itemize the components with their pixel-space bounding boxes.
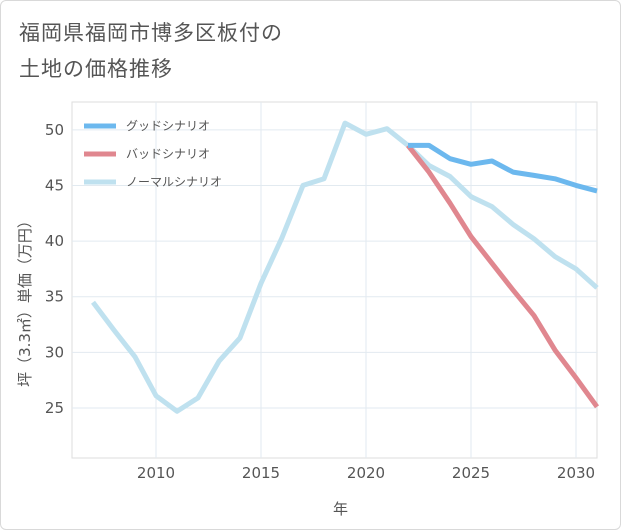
y-axis-label: 坪（3.3㎡）単価（万円） bbox=[16, 213, 34, 387]
y-tick-label: 45 bbox=[45, 176, 64, 194]
x-tick-label: 2030 bbox=[557, 464, 595, 482]
y-tick-label: 35 bbox=[45, 288, 64, 306]
series-line bbox=[91, 120, 599, 414]
x-tick-label: 2010 bbox=[137, 464, 175, 482]
y-tick-label: 30 bbox=[45, 343, 64, 361]
x-tick-label: 2020 bbox=[347, 464, 385, 482]
chart-title-line1: 福岡県福岡市博多区板付の bbox=[19, 21, 283, 45]
y-tick-label: 25 bbox=[45, 399, 64, 417]
series-line bbox=[408, 142, 598, 194]
series-line bbox=[406, 143, 600, 409]
x-axis-label: 年 bbox=[333, 500, 348, 518]
plot-frame bbox=[71, 101, 598, 459]
x-tick-label: 2025 bbox=[452, 464, 490, 482]
legend-label: バッドシナリオ bbox=[126, 147, 210, 161]
chart-title-line2: 土地の価格推移 bbox=[19, 57, 173, 81]
y-tick-label: 40 bbox=[45, 232, 64, 250]
chart-title: 福岡県福岡市博多区板付の 土地の価格推移 bbox=[19, 15, 579, 87]
legend-label: ノーマルシナリオ bbox=[126, 175, 222, 189]
legend-label: グッドシナリオ bbox=[126, 119, 210, 133]
x-tick-label: 2015 bbox=[242, 464, 280, 482]
y-tick-label: 50 bbox=[45, 121, 64, 139]
